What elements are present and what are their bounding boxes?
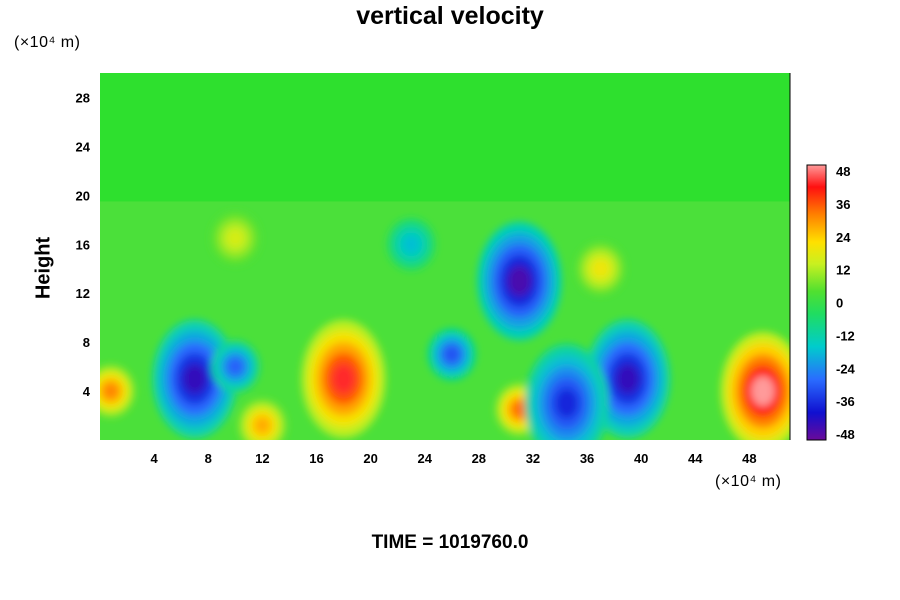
contour-feature xyxy=(616,363,640,394)
x-tick-label: 24 xyxy=(417,451,432,466)
x-axis-unit: (×10⁴ m) xyxy=(715,473,782,490)
colorbar: 48 36 24 12 0 -12 -24 -36 -48 xyxy=(806,164,856,442)
y-tick-label: 8 xyxy=(83,335,90,350)
y-tick-label: 20 xyxy=(76,188,90,203)
y-axis-unit: (×10⁴ m) xyxy=(14,34,81,51)
contour-feature xyxy=(555,388,579,419)
x-tick-label: 8 xyxy=(205,451,212,466)
x-tick-label: 48 xyxy=(742,451,756,466)
colorbar-tick-label: -48 xyxy=(836,427,855,442)
x-tick-label: 40 xyxy=(634,451,648,466)
time-label: TIME = 1019760.0 xyxy=(371,532,529,553)
x-tick-label: 28 xyxy=(472,451,486,466)
contour-feature xyxy=(183,363,207,394)
colorbar-tick-label: -36 xyxy=(836,394,855,409)
y-tick-label: 24 xyxy=(76,139,91,154)
colorbar-gradient xyxy=(806,164,827,441)
x-axis: 4 8 12 16 20 24 28 32 36 40 44 48 xyxy=(151,451,757,466)
contour-feature xyxy=(507,265,532,296)
x-tick-label: 16 xyxy=(309,451,323,466)
colorbar-tick-label: 24 xyxy=(836,230,851,245)
contour-feature xyxy=(443,345,460,363)
y-tick-label: 28 xyxy=(76,90,90,105)
y-tick-label: 16 xyxy=(76,237,90,252)
chart-title: vertical velocity xyxy=(356,2,544,30)
colorbar-tick-label: 48 xyxy=(836,164,850,179)
y-tick-label: 4 xyxy=(83,384,91,399)
plot-area xyxy=(100,73,790,440)
x-tick-label: 44 xyxy=(688,451,703,466)
x-tick-label: 4 xyxy=(151,451,159,466)
contour-feature xyxy=(403,235,420,253)
x-tick-label: 12 xyxy=(255,451,269,466)
contour-feature xyxy=(331,363,356,394)
contour-feature xyxy=(227,229,244,247)
contour-feature xyxy=(511,401,528,418)
contour-feature xyxy=(254,416,271,434)
colorbar-tick-label: 0 xyxy=(836,296,843,311)
x-tick-label: 36 xyxy=(580,451,594,466)
x-tick-label: 32 xyxy=(526,451,540,466)
x-tick-label: 20 xyxy=(363,451,377,466)
y-axis: 4 8 12 16 20 24 28 xyxy=(76,90,91,399)
contour-feature xyxy=(227,358,244,375)
contour-feature xyxy=(592,260,609,278)
colorbar-tick-label: -12 xyxy=(836,328,855,343)
colorbar-tick-label: 36 xyxy=(836,197,850,212)
colorbar-tick-label: 12 xyxy=(836,263,850,278)
y-tick-label: 12 xyxy=(76,286,90,301)
contour-feature xyxy=(751,376,775,407)
contour-feature xyxy=(102,382,119,400)
colorbar-tick-label: -24 xyxy=(836,361,856,376)
